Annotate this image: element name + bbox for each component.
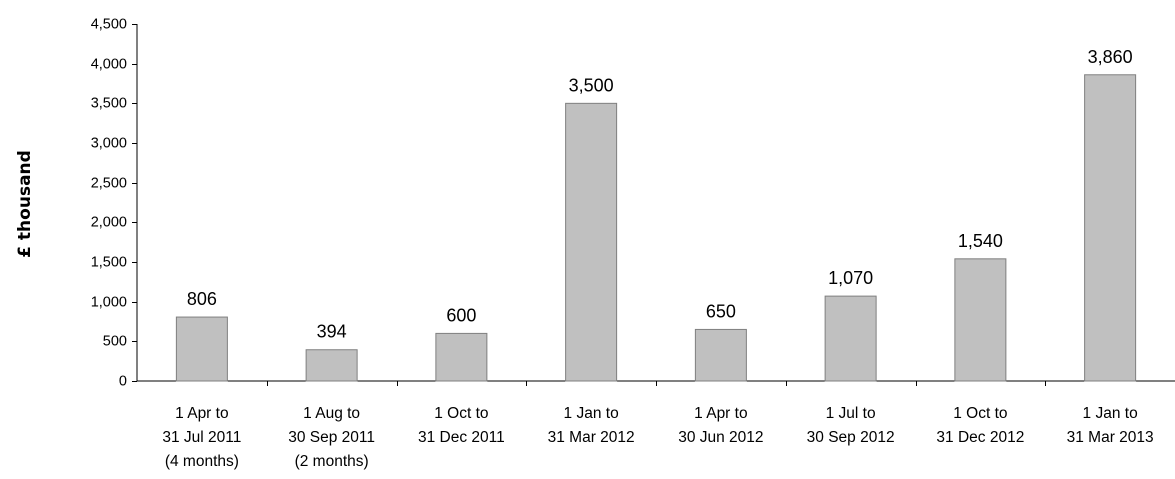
y-tick-label: 0 [119, 373, 127, 389]
x-category-label: 31 Mar 2012 [548, 429, 635, 446]
x-category-label: 30 Sep 2011 [288, 429, 375, 446]
y-tick-label: 1,000 [91, 294, 127, 310]
x-category-label: 1 Oct to [434, 405, 488, 422]
y-tick-label: 3,500 [91, 95, 127, 111]
x-category-label: 30 Jun 2012 [678, 429, 763, 446]
data-label: 650 [706, 301, 736, 321]
data-label: 394 [317, 322, 347, 342]
y-tick-label: 2,500 [91, 175, 127, 191]
x-category-label: 1 Jan to [1083, 405, 1138, 422]
x-category-label: 1 Apr to [175, 405, 228, 422]
x-category-label: 1 Aug to [303, 405, 360, 422]
y-tick-label: 4,500 [91, 16, 127, 32]
x-category-label: 30 Sep 2012 [807, 429, 895, 446]
y-tick-label: 1,500 [91, 254, 127, 270]
y-axis-label: £ thousand [15, 150, 35, 258]
plot-area: 0 500 1,000 1,500 2,000 2,500 3,000 3,500 4,000 4… [91, 16, 1175, 470]
x-category-label: 1 Oct to [953, 405, 1007, 422]
bar [435, 332, 488, 382]
data-label: 600 [446, 305, 476, 325]
x-category-label: 31 Jul 2011 [162, 429, 241, 446]
x-category-label: 31 Mar 2013 [1067, 429, 1154, 446]
x-category-label: (4 months) [165, 453, 239, 470]
bar [694, 328, 747, 382]
bar [175, 316, 228, 382]
x-category-label: (2 months) [295, 453, 369, 470]
y-tick-label: 500 [103, 333, 127, 349]
x-category-label: 31 Dec 2012 [936, 429, 1024, 446]
y-tick-label: 4,000 [91, 56, 127, 72]
x-category-label: 1 Apr to [694, 405, 747, 422]
bar [824, 295, 877, 382]
data-label: 1,540 [958, 231, 1003, 251]
bar [305, 349, 358, 382]
y-tick-label: 3,000 [91, 135, 127, 151]
x-category-label: 31 Dec 2011 [418, 429, 505, 446]
x-category-label: 1 Jul to [826, 405, 876, 422]
data-label: 3,500 [569, 75, 614, 95]
bar [565, 102, 618, 382]
bar [954, 258, 1007, 382]
data-label: 1,070 [828, 268, 873, 288]
data-label: 3,860 [1088, 47, 1133, 67]
bar [1084, 74, 1137, 382]
data-label: 806 [187, 289, 217, 309]
y-tick-label: 2,000 [91, 214, 127, 230]
x-category-label: 1 Jan to [564, 405, 619, 422]
